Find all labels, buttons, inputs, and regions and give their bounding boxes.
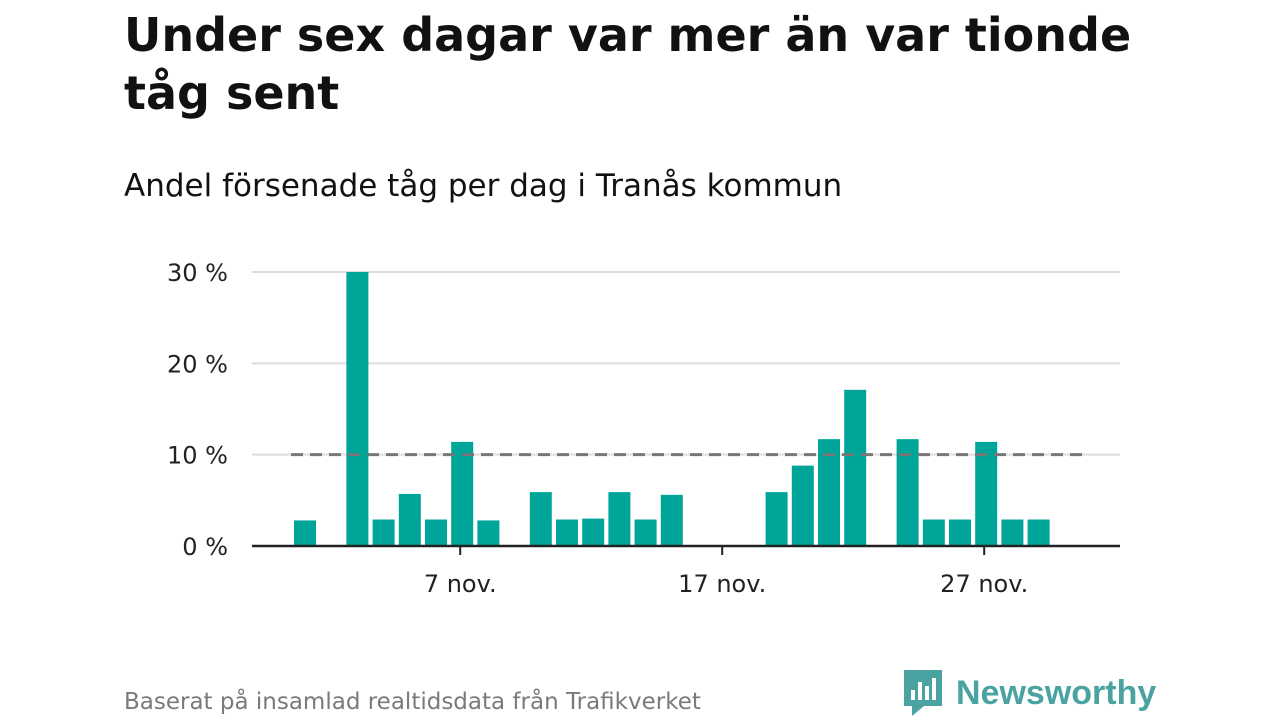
x-axis-ticks: 7 nov. 17 nov. 27 nov.: [424, 546, 1028, 598]
bar: [294, 520, 316, 546]
chart-subtitle: Andel försenade tåg per dag i Tranås kom…: [124, 168, 843, 204]
bar: [896, 439, 919, 546]
bar: [949, 519, 971, 546]
bar: [765, 492, 788, 546]
y-tick-label: 10 %: [167, 442, 228, 470]
bar: [451, 441, 474, 546]
bar: [634, 519, 657, 546]
bar: [660, 494, 683, 546]
bar: [346, 272, 369, 546]
bar-chart: 0 % 10 % 20 % 30 % 7 nov. 17 nov. 27 nov.: [167, 259, 1120, 598]
chart-title: Under sex dagar var mer än var tionde tå…: [124, 8, 1132, 120]
y-tick-label: 0 %: [182, 533, 228, 561]
bar: [791, 465, 814, 546]
bar: [1027, 519, 1050, 546]
y-tick-label: 20 %: [167, 350, 228, 378]
bar: [398, 493, 421, 546]
bar: [425, 519, 447, 546]
bar: [608, 492, 631, 546]
bar: [477, 520, 500, 546]
bar: [818, 439, 840, 546]
bar: [372, 519, 395, 546]
brand-name: Newsworthy: [956, 674, 1157, 712]
y-tick-label: 30 %: [167, 259, 228, 287]
bars: [294, 272, 1050, 546]
x-tick-label: 7 nov.: [424, 570, 497, 598]
bar: [529, 492, 552, 546]
newsworthy-logo-icon: [904, 670, 942, 716]
x-tick-label: 17 nov.: [678, 570, 766, 598]
bar: [975, 441, 998, 546]
source-note: Baserat på insamlad realtidsdata från Tr…: [124, 689, 701, 715]
bar: [1001, 519, 1024, 546]
bar: [922, 519, 945, 546]
y-axis-ticks: 0 % 10 % 20 % 30 %: [167, 259, 228, 561]
bar: [556, 519, 578, 546]
brand-logo: Newsworthy: [902, 668, 1156, 718]
bar: [844, 389, 867, 546]
bar: [582, 518, 605, 546]
grid-lines: [252, 271, 1120, 456]
x-tick-label: 27 nov.: [940, 570, 1028, 598]
